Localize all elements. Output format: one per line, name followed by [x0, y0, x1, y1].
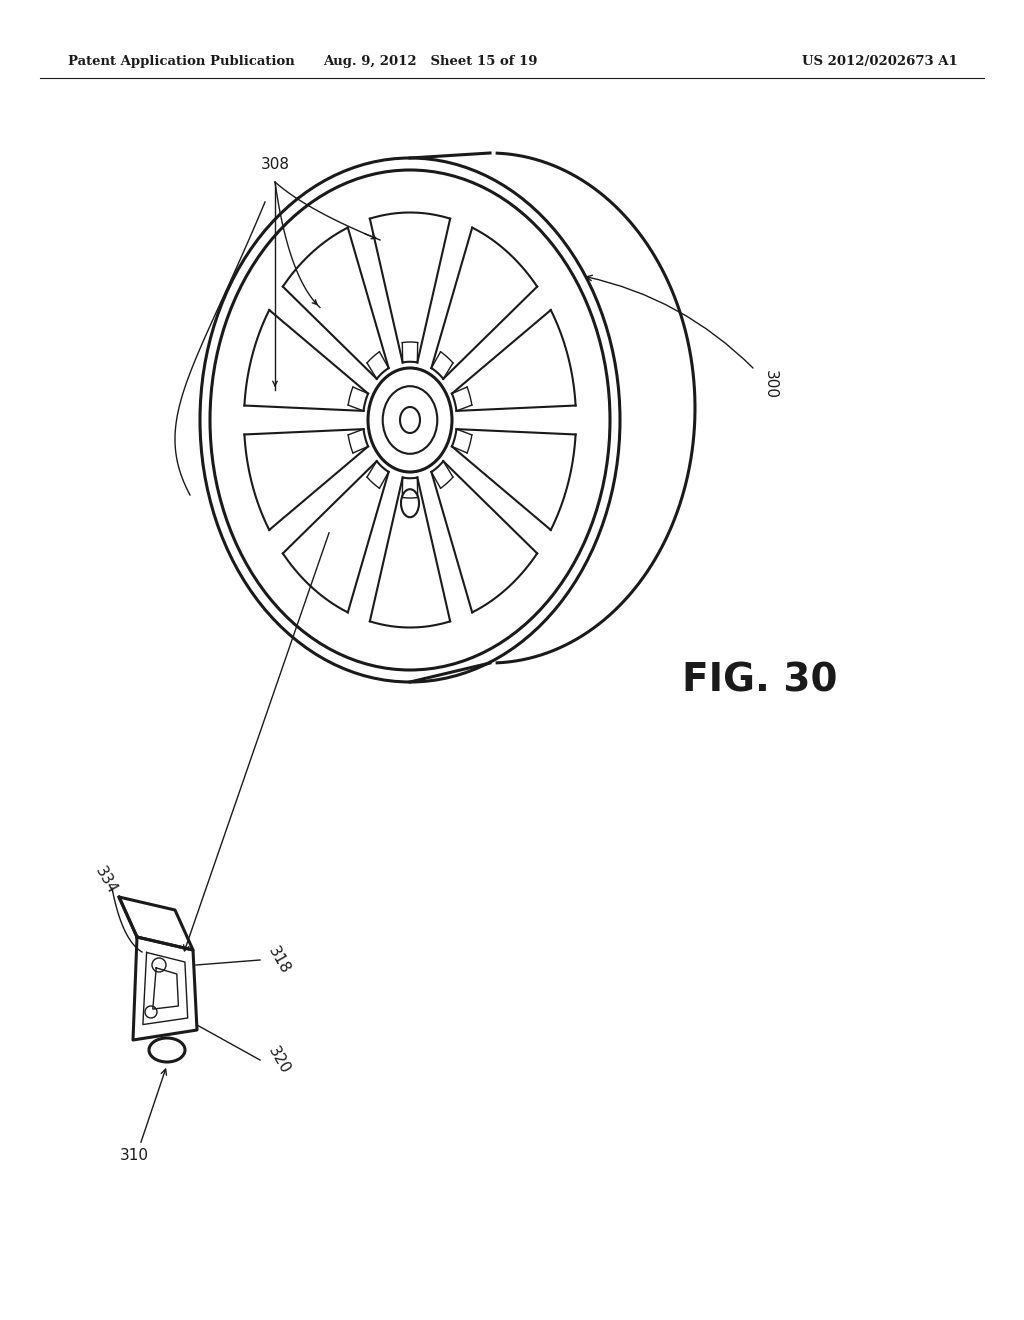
Text: Patent Application Publication: Patent Application Publication — [68, 55, 295, 69]
Text: FIG. 30: FIG. 30 — [682, 661, 838, 700]
Text: 320: 320 — [265, 1044, 293, 1076]
Text: 334: 334 — [92, 863, 120, 896]
Text: 310: 310 — [120, 1147, 150, 1163]
Text: Aug. 9, 2012   Sheet 15 of 19: Aug. 9, 2012 Sheet 15 of 19 — [323, 55, 538, 69]
Text: 308: 308 — [260, 157, 290, 172]
Text: US 2012/0202673 A1: US 2012/0202673 A1 — [802, 55, 957, 69]
Text: 300: 300 — [763, 371, 777, 400]
Text: 318: 318 — [265, 944, 293, 977]
